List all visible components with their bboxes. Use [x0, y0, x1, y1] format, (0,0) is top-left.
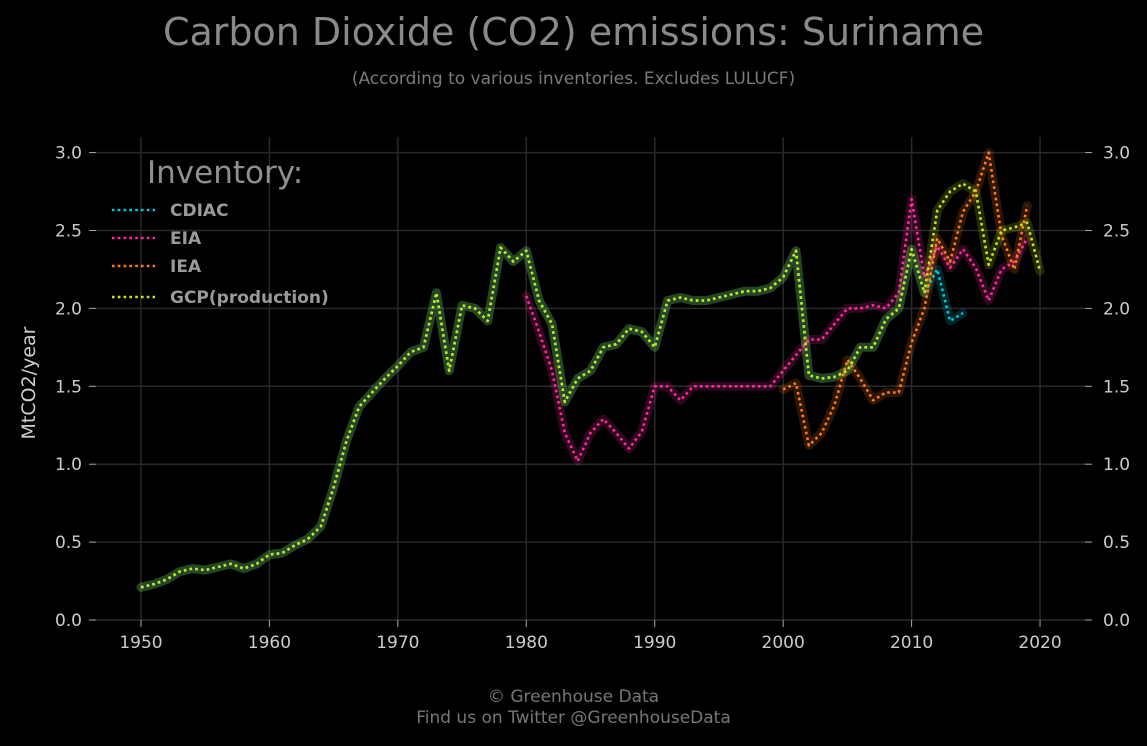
legend-label-iea: IEA	[170, 257, 202, 277]
x-tick-label: 1980	[505, 633, 548, 653]
y-tick-label-right: 0.0	[1103, 611, 1130, 631]
legend-title: Inventory:	[147, 155, 303, 191]
y-tick-label-right: 0.5	[1103, 533, 1130, 553]
y-axis-label: MtCO2/year	[18, 326, 40, 439]
footer-twitter: Find us on Twitter @GreenhouseData	[416, 708, 731, 728]
chart-subtitle: (According to various inventories. Exclu…	[351, 69, 796, 89]
series-glow-gcp-production	[136, 179, 1045, 592]
y-tick-label-left: 0.0	[55, 611, 82, 631]
legend-label-cdiac: CDIAC	[170, 201, 229, 221]
series-line-eia	[525, 198, 1029, 463]
x-tick-label: 2020	[1018, 633, 1061, 653]
x-tick-label: 1990	[633, 633, 676, 653]
grid	[96, 137, 1085, 621]
x-tick-label: 1970	[376, 633, 419, 653]
axes: 1950 1960 1970 1980 1990 2000 2010 2020 0.0 0.0 0.…	[55, 144, 1130, 653]
series-line-iea	[782, 151, 1029, 447]
chart-title: Carbon Dioxide (CO2) emissions: Suriname	[162, 10, 985, 54]
y-tick-label-left: 2.5	[55, 221, 82, 241]
legend-label-eia: EIA	[170, 229, 202, 249]
y-tick-label-left: 1.0	[55, 455, 82, 475]
y-tick-label-right: 1.0	[1103, 455, 1130, 475]
y-tick-label-right: 2.0	[1103, 299, 1130, 319]
legend: Inventory: CDIAC EIA IEA GCP(production)	[112, 155, 329, 308]
y-tick-label-left: 0.5	[55, 533, 82, 553]
series-lines	[136, 148, 1045, 592]
y-tick-label-left: 1.5	[55, 377, 82, 397]
legend-label-gcp-production: GCP(production)	[170, 288, 329, 308]
x-tick-label: 2000	[762, 633, 805, 653]
y-tick-label-left: 2.0	[55, 299, 82, 319]
y-tick-label-right: 3.0	[1103, 144, 1130, 164]
y-tick-label-right: 1.5	[1103, 377, 1130, 397]
x-tick-label: 1960	[248, 633, 291, 653]
y-tick-label-left: 3.0	[55, 144, 82, 164]
footer-copyright: © Greenhouse Data	[487, 687, 660, 707]
x-tick-label: 1950	[119, 633, 162, 653]
y-tick-label-right: 2.5	[1103, 221, 1130, 241]
x-tick-label: 2010	[890, 633, 933, 653]
